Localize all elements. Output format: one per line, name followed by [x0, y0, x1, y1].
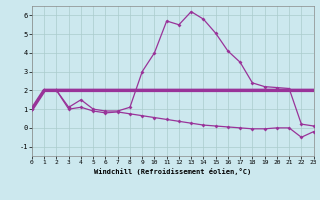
X-axis label: Windchill (Refroidissement éolien,°C): Windchill (Refroidissement éolien,°C) — [94, 168, 252, 175]
